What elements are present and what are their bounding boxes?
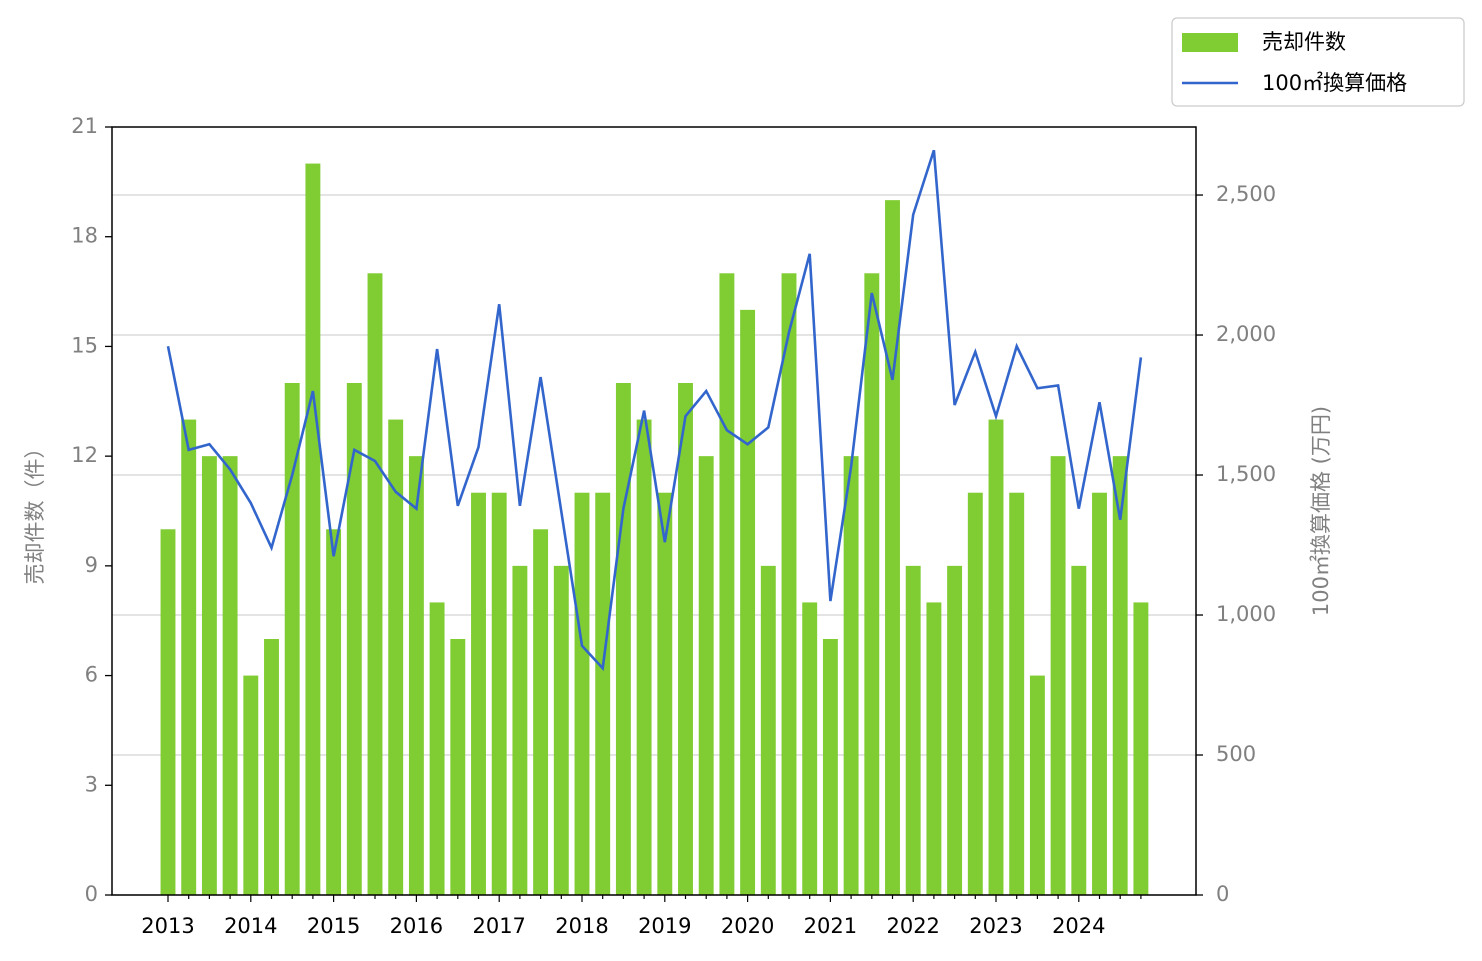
- bar: [181, 419, 197, 895]
- y-tick-label: 0: [85, 882, 98, 906]
- legend-box: [1171, 17, 1465, 107]
- y2-tick-label: 2,000: [1216, 322, 1276, 346]
- x-tick-label: 2020: [721, 914, 774, 938]
- bar: [760, 565, 776, 895]
- price-line: [166, 149, 1143, 672]
- y2-tick-label: 1,500: [1216, 462, 1276, 486]
- bar: [264, 639, 279, 895]
- bar: [491, 492, 507, 895]
- bar: [1092, 492, 1107, 895]
- bar: [885, 200, 900, 896]
- bar: [1029, 675, 1045, 895]
- bar: [698, 456, 714, 895]
- bar: [740, 309, 756, 895]
- legend: 売却件数 100㎡換算価格: [1171, 17, 1465, 107]
- bar: [326, 529, 342, 895]
- bar: [657, 492, 673, 895]
- x-tick-label: 2024: [1052, 914, 1105, 938]
- y-tick-label: 18: [71, 224, 98, 248]
- x-tick-label: 2018: [555, 914, 608, 938]
- bar: [988, 419, 1004, 895]
- bar: [574, 492, 590, 895]
- x-tick-label: 2013: [141, 914, 194, 938]
- bar: [615, 383, 631, 895]
- bar: [905, 565, 921, 895]
- x-tick-label: 2022: [886, 914, 939, 938]
- x-tick-label: 2019: [638, 914, 691, 938]
- y-axis-label: 売却件数（件）: [23, 438, 47, 585]
- bar: [678, 383, 693, 895]
- bar: [947, 565, 963, 895]
- bar: [450, 639, 466, 895]
- bar: [636, 419, 652, 895]
- bar: [1009, 492, 1025, 895]
- bar: [160, 529, 176, 895]
- bar: [822, 639, 838, 895]
- y-tick-label: 12: [71, 443, 98, 467]
- y2-tick-label: 500: [1216, 742, 1256, 766]
- bar: [843, 456, 859, 895]
- bar: [222, 456, 238, 895]
- y2-tick-label: 2,500: [1216, 182, 1276, 206]
- x-tick-label: 2015: [307, 914, 360, 938]
- y-tick-label: 21: [71, 114, 98, 138]
- bar: [1112, 456, 1128, 895]
- bar: [864, 273, 880, 895]
- bar: [1071, 565, 1087, 895]
- bar: [926, 602, 942, 895]
- y-tick-label: 3: [85, 772, 98, 796]
- bar: [719, 273, 735, 895]
- bar: [243, 675, 259, 895]
- bar: [346, 383, 362, 895]
- bar: [367, 273, 383, 895]
- plot-frame: [111, 126, 1197, 896]
- bar: [284, 383, 300, 895]
- bar: [408, 456, 424, 895]
- bar: [471, 492, 486, 895]
- y-tick-label: 6: [85, 663, 98, 687]
- x-tick-label: 2017: [472, 914, 525, 938]
- x-tick-label: 2023: [969, 914, 1022, 938]
- x-tick-label: 2014: [224, 914, 277, 938]
- x-tick-label: 2016: [390, 914, 443, 938]
- legend-label: 売却件数: [1262, 30, 1346, 54]
- bar: [1133, 602, 1149, 895]
- bar: [429, 602, 445, 895]
- bar: [781, 273, 797, 895]
- bar: [201, 456, 217, 895]
- y2-axis-label: 100㎡換算価格 (万円): [1309, 406, 1333, 616]
- y2-tick-label: 1,000: [1216, 602, 1276, 626]
- y-tick-label: 15: [71, 333, 98, 357]
- bar: [305, 163, 321, 896]
- bar: [512, 565, 528, 895]
- bar: [1050, 456, 1066, 895]
- y-tick-label: 9: [85, 553, 98, 577]
- bar: [802, 602, 818, 895]
- legend-swatch: [1182, 33, 1238, 52]
- bar: [533, 529, 549, 895]
- bar: [388, 419, 404, 895]
- bar: [967, 492, 983, 895]
- bar: [553, 565, 569, 895]
- bar: [595, 492, 611, 895]
- y2-tick-label: 0: [1216, 882, 1229, 906]
- legend-label: 100㎡換算価格: [1262, 71, 1407, 95]
- x-tick-label: 2021: [804, 914, 857, 938]
